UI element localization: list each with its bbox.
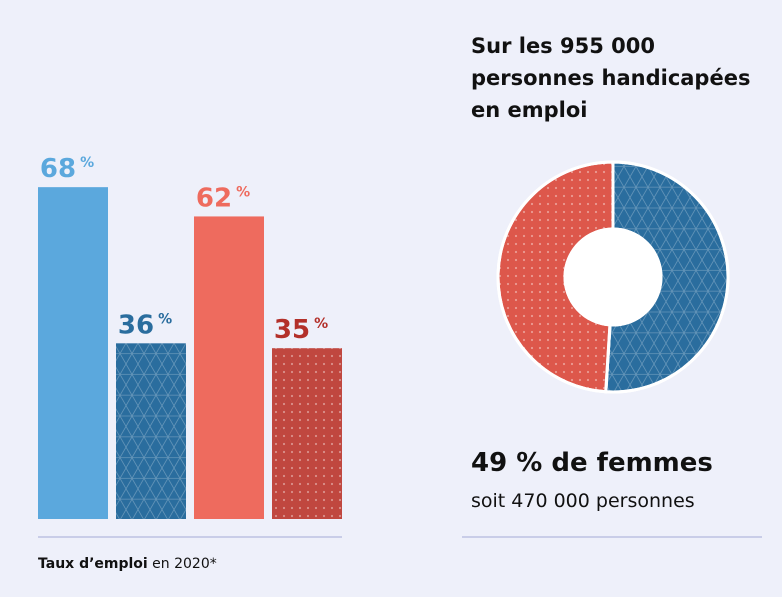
value-label: 35%: [274, 315, 328, 345]
caption: Taux d’emploi en 2020*: [38, 556, 217, 572]
value-label: 36%: [118, 310, 172, 340]
bar: [194, 216, 264, 519]
value-unit: %: [158, 311, 172, 327]
value-number: 36: [118, 310, 154, 340]
caption-part: Taux d’emploi: [38, 556, 148, 572]
title-part: personnes handicapées en emploi: [471, 66, 751, 122]
value-label: 68%: [40, 154, 94, 184]
value-number: 68: [40, 154, 76, 184]
slice-pattern: [604, 160, 730, 394]
title-part: 955 000: [560, 34, 655, 58]
bar-pattern: [116, 343, 186, 519]
bar-pattern: [272, 348, 342, 519]
annotation: 49 % de femmes: [471, 448, 713, 478]
donut-title: Sur les 955 000 personnes handicapées en…: [471, 30, 761, 126]
donut-hole: [566, 230, 660, 324]
value-number: 35: [274, 315, 310, 345]
value-number: 62: [196, 183, 232, 213]
subannotation: soit 470 000 personnes: [471, 490, 695, 512]
bar: [38, 187, 108, 519]
value-label: 62%: [196, 183, 250, 213]
slice-pattern: [496, 160, 615, 394]
title-part: Sur les: [471, 34, 560, 58]
value-unit: %: [236, 184, 250, 200]
value-unit: %: [314, 316, 328, 332]
caption-part: en 2020*: [147, 556, 217, 572]
value-unit: %: [80, 155, 94, 171]
